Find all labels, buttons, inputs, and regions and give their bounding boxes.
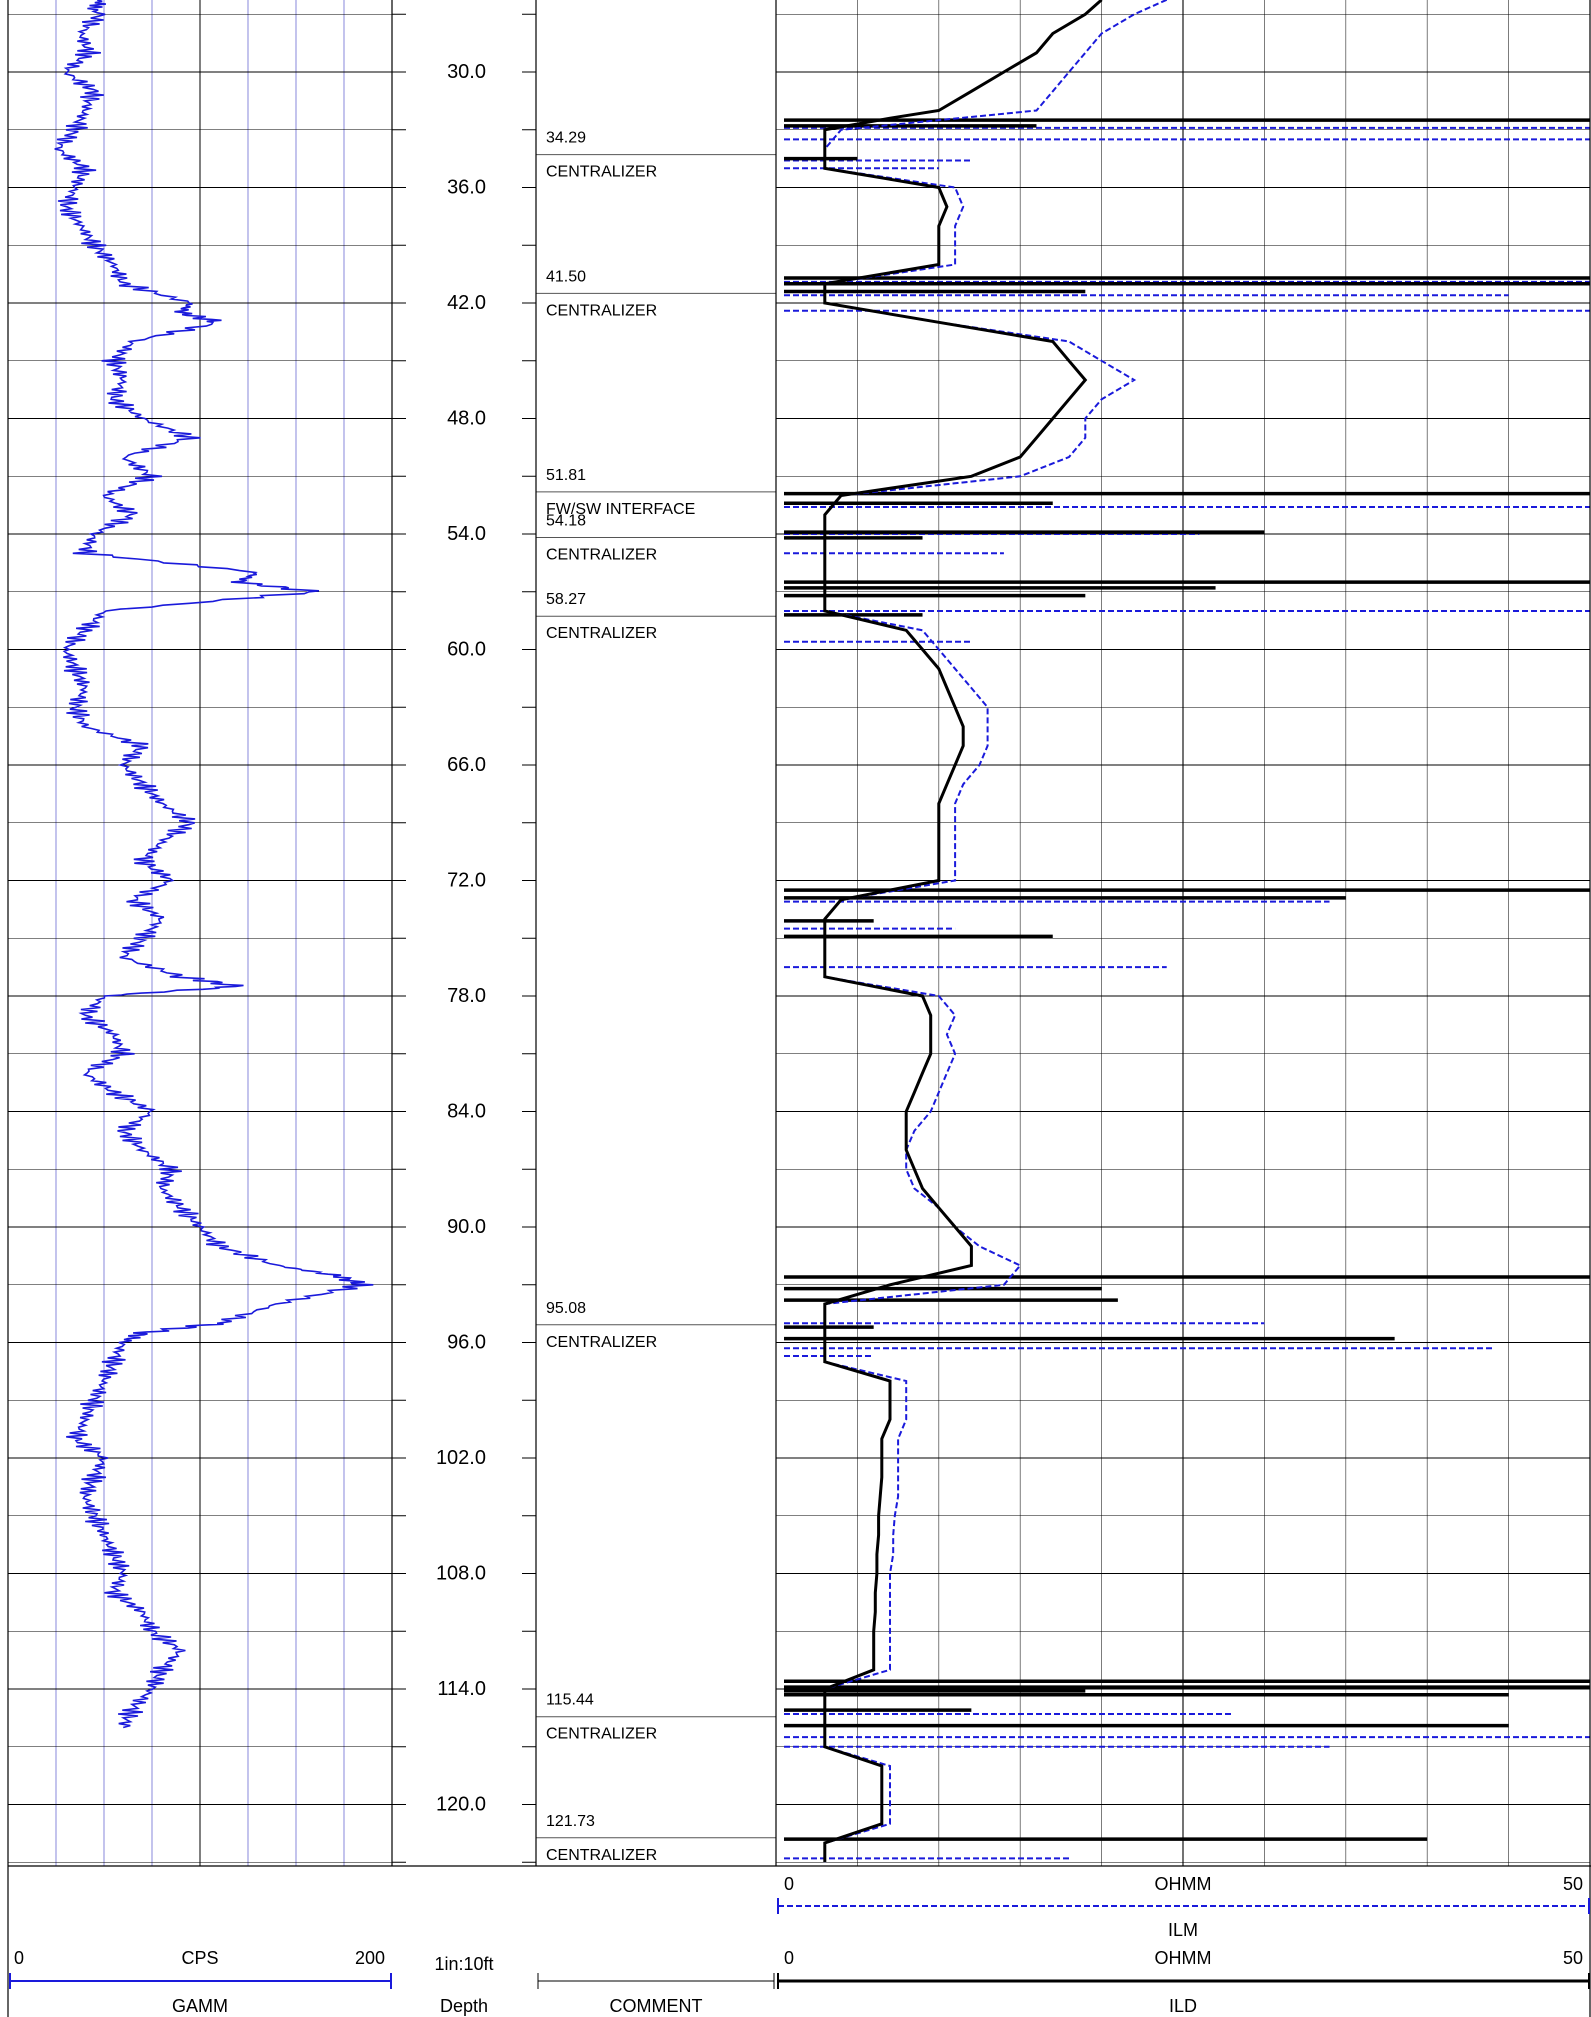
gamma-min-label: 0: [14, 1948, 24, 1968]
depth-tick-label: 66.0: [447, 754, 486, 776]
comment-track: 34.29 CENTRALIZER 41.50 CENTRALIZER 51.81 FW/…: [536, 130, 776, 1864]
comment-depth: 41.50: [546, 268, 586, 285]
comment-legend-line: [537, 1973, 775, 1989]
depth-tick-label: 48.0: [447, 408, 486, 430]
depth-tick-label: 36.0: [447, 177, 486, 199]
comment-depth: 121.73: [546, 1813, 595, 1830]
depth-tick-label: 102.0: [436, 1447, 486, 1469]
depth-tick-label: 84.0: [447, 1101, 486, 1123]
ild-curve: [823, 0, 1103, 1863]
depth-tick-label: 30.0: [447, 61, 486, 83]
depth-tick-label: 114.0: [437, 1678, 486, 1700]
comment-depth: 58.27: [546, 591, 586, 608]
ild-min-label: 0: [784, 1948, 794, 1968]
gamma-legend-line: [9, 1973, 392, 1989]
gamma-track: [8, 0, 392, 1866]
depth-tick-marks: [392, 13, 536, 1863]
depth-tick-label: 90.0: [447, 1216, 486, 1238]
gamma-track-title: GAMM: [172, 1996, 228, 2016]
track-borders: [7, 0, 1591, 2017]
depth-tick-labels: 30.0 36.0 42.0 48.0 54.0 60.0 66.0 72.0 78.0 84.0…: [436, 61, 486, 1816]
depth-tick-label: 54.0: [447, 523, 486, 545]
ilm-title: ILM: [1168, 1920, 1198, 1940]
comment-depth: 51.81: [546, 467, 586, 484]
comment-track-title: COMMENT: [610, 1996, 703, 2016]
depth-track-title: Depth: [440, 1996, 488, 2016]
comment-list: 34.29 CENTRALIZER 41.50 CENTRALIZER 51.81 FW/…: [536, 130, 776, 1864]
comment-text: CENTRALIZER: [546, 625, 657, 642]
ilm-min-label: 0: [784, 1874, 794, 1894]
comment-text: CENTRALIZER: [546, 1726, 657, 1743]
comment-text: CENTRALIZER: [546, 302, 657, 319]
depth-scale-label: 1in:10ft: [434, 1954, 493, 1974]
resistivity-grid: [776, 0, 1590, 1866]
ild-unit-label: OHMM: [1155, 1948, 1212, 1968]
comment-depth: 34.29: [546, 130, 586, 147]
comment-depth: 54.18: [546, 512, 586, 529]
ild-title: ILD: [1169, 1996, 1197, 2016]
legend-header: 0 CPS 200 GAMM 1in:10ft Depth COMMENT 0 …: [9, 1874, 1590, 2016]
gamma-grid: [8, 0, 392, 1866]
depth-tick-label: 96.0: [447, 1332, 486, 1354]
ild-max-label: 50: [1563, 1948, 1583, 1968]
depth-tick-label: 42.0: [447, 292, 486, 314]
ilm-spikes: [784, 126, 1590, 1860]
depth-tick-label: 72.0: [447, 870, 486, 892]
depth-tick-label: 78.0: [447, 985, 486, 1007]
comment-text: CENTRALIZER: [546, 1334, 657, 1351]
resistivity-track: [776, 0, 1590, 1866]
ilm-max-label: 50: [1563, 1874, 1583, 1894]
depth-tick-label: 108.0: [436, 1563, 486, 1585]
ilm-legend-line: [777, 1898, 1590, 1914]
comment-text: CENTRALIZER: [546, 164, 657, 181]
depth-tick-label: 60.0: [447, 639, 486, 661]
comment-depth: 115.44: [546, 1692, 594, 1709]
comment-text: CENTRALIZER: [546, 546, 657, 563]
depth-tick-label: 120.0: [436, 1794, 486, 1816]
gamma-unit-label: CPS: [181, 1948, 218, 1968]
gamma-curve: [54, 0, 374, 1729]
ilm-unit-label: OHMM: [1155, 1874, 1212, 1894]
comment-text: CENTRALIZER: [546, 1847, 657, 1864]
depth-track: 30.0 36.0 42.0 48.0 54.0 60.0 66.0 72.0 78.0 84.0…: [392, 13, 536, 1863]
ild-spikes: [784, 118, 1590, 1841]
comment-depth: 95.08: [546, 1300, 586, 1317]
ild-legend-line: [777, 1973, 1590, 1989]
gamma-max-label: 200: [355, 1948, 385, 1968]
comment-text: FW/SW INTERFACE: [546, 501, 695, 518]
